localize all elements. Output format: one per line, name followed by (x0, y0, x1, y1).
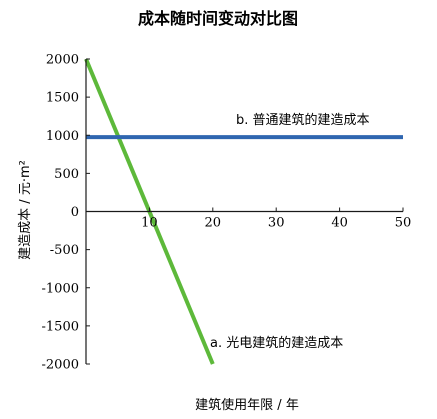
y-tick-label: -2000 (42, 358, 79, 373)
y-axis-label: 建造成本 / 元·m² (18, 160, 33, 260)
x-axis-label: 建筑使用年限 / 年 (195, 397, 299, 413)
annotation-layer: a. 光电建筑的建造成本 b. 普通建筑的建造成本 (210, 112, 370, 351)
annotation-series-b: b. 普通建筑的建造成本 (236, 112, 370, 128)
tick-layer: 2000 1500 1000 500 0 -500 -1000 -1500 -2000 10 20 3… (42, 53, 412, 373)
y-tick-label: 1500 (46, 91, 79, 106)
axes-layer (85, 59, 403, 364)
y-tick-label: -1500 (42, 319, 79, 334)
plot-area: 2000 1500 1000 500 0 -500 -1000 -1500 -2000 10 20 3… (42, 53, 412, 373)
y-tick-label: -1000 (42, 281, 79, 296)
x-tick-label: 10 (141, 216, 158, 231)
y-tick-label: -500 (50, 243, 79, 258)
x-tick-label: 50 (395, 216, 412, 231)
y-tick-label: 0 (71, 205, 79, 220)
x-tick-label: 40 (331, 216, 348, 231)
annotation-series-a: a. 光电建筑的建造成本 (210, 335, 343, 351)
y-tick-label: 1000 (46, 129, 79, 144)
chart-title: 成本随时间变动对比图 (138, 9, 298, 28)
x-tick-label: 20 (205, 216, 222, 231)
y-tick-label: 2000 (46, 53, 79, 68)
x-tick-label: 30 (268, 216, 285, 231)
y-tick-label: 500 (54, 167, 79, 182)
